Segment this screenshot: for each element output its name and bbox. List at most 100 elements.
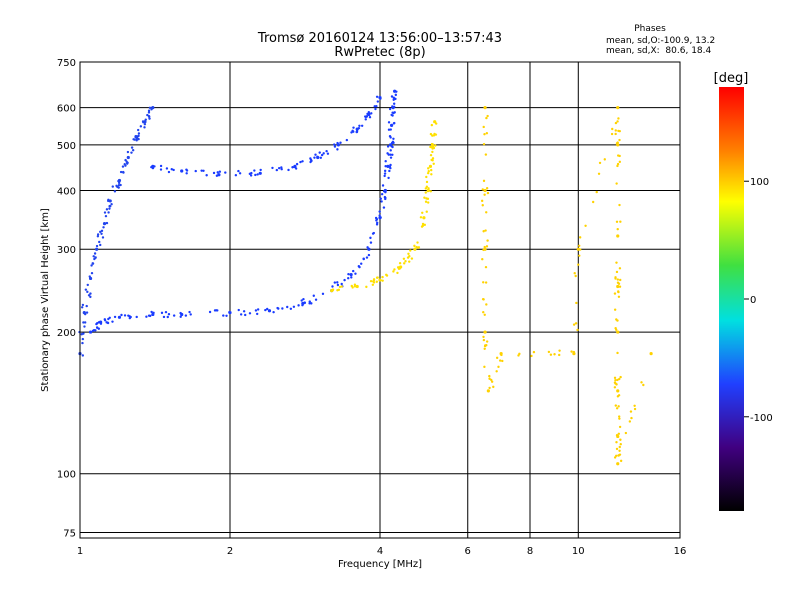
data-point bbox=[392, 102, 396, 105]
data-point bbox=[224, 171, 227, 174]
data-point bbox=[363, 115, 367, 118]
data-point bbox=[433, 120, 437, 124]
data-point bbox=[379, 97, 382, 100]
data-point bbox=[351, 286, 354, 289]
data-point bbox=[618, 267, 622, 270]
data-point bbox=[167, 313, 171, 316]
data-point bbox=[398, 262, 402, 265]
data-point bbox=[294, 167, 298, 170]
data-point bbox=[179, 311, 182, 315]
data-point bbox=[615, 447, 619, 451]
data-point bbox=[428, 164, 433, 168]
data-point bbox=[615, 407, 619, 410]
data-point bbox=[425, 185, 429, 188]
data-point bbox=[120, 313, 123, 317]
data-point bbox=[424, 200, 428, 203]
data-point bbox=[483, 330, 487, 334]
data-point bbox=[139, 125, 143, 128]
data-point bbox=[431, 147, 434, 150]
data-point bbox=[619, 220, 622, 223]
data-point bbox=[150, 108, 153, 111]
data-point bbox=[517, 354, 520, 357]
data-point bbox=[615, 142, 619, 145]
data-point bbox=[347, 272, 350, 276]
data-point bbox=[345, 138, 349, 142]
x-tick-label: 4 bbox=[377, 546, 383, 557]
data-point bbox=[613, 292, 617, 295]
data-point bbox=[94, 329, 97, 332]
data-point bbox=[81, 354, 85, 357]
data-point bbox=[426, 171, 430, 175]
data-point bbox=[360, 124, 364, 128]
data-point bbox=[614, 404, 618, 407]
data-point bbox=[532, 350, 536, 354]
data-point bbox=[416, 241, 419, 244]
data-point bbox=[617, 117, 620, 120]
data-point bbox=[486, 191, 490, 195]
data-point bbox=[117, 315, 122, 319]
data-point bbox=[482, 179, 486, 183]
data-point bbox=[391, 153, 394, 156]
data-point bbox=[301, 160, 304, 163]
data-point bbox=[388, 169, 391, 173]
data-point bbox=[372, 281, 376, 284]
data-point bbox=[350, 276, 353, 279]
colorbar-tick-label: -100 bbox=[750, 413, 773, 424]
data-point bbox=[611, 127, 614, 131]
data-point bbox=[303, 301, 306, 304]
data-point bbox=[617, 394, 621, 397]
data-point bbox=[362, 257, 365, 260]
x-tick-label: 10 bbox=[572, 546, 585, 557]
data-point bbox=[421, 224, 425, 227]
data-point bbox=[82, 321, 85, 324]
data-point bbox=[216, 309, 219, 312]
data-point bbox=[613, 376, 617, 380]
data-point bbox=[272, 310, 275, 314]
data-point bbox=[483, 193, 486, 196]
data-point bbox=[630, 416, 633, 420]
data-points bbox=[78, 89, 653, 466]
data-point bbox=[295, 162, 299, 166]
data-point bbox=[421, 222, 425, 226]
data-point bbox=[429, 190, 433, 193]
data-point bbox=[421, 211, 424, 214]
data-point bbox=[386, 145, 390, 148]
data-point bbox=[369, 279, 373, 283]
data-point bbox=[336, 148, 339, 151]
data-point bbox=[617, 432, 621, 435]
data-point bbox=[336, 283, 340, 287]
data-point bbox=[423, 223, 427, 227]
data-point bbox=[573, 271, 576, 275]
data-point bbox=[300, 299, 303, 302]
data-point bbox=[185, 168, 188, 171]
data-point bbox=[578, 244, 581, 247]
series-f2-x-mode-trace bbox=[330, 120, 438, 293]
data-point bbox=[99, 243, 102, 247]
data-point bbox=[480, 199, 484, 203]
data-point bbox=[615, 270, 619, 274]
data-point bbox=[618, 425, 622, 429]
data-point bbox=[387, 153, 390, 156]
data-point bbox=[618, 203, 621, 207]
data-point bbox=[94, 256, 97, 259]
data-point bbox=[485, 211, 488, 214]
data-point bbox=[430, 142, 434, 146]
data-point bbox=[616, 285, 620, 288]
data-point bbox=[119, 170, 123, 174]
data-point bbox=[142, 121, 145, 124]
data-point bbox=[239, 313, 243, 316]
data-point bbox=[488, 386, 491, 390]
data-point bbox=[616, 164, 619, 168]
data-point bbox=[81, 303, 85, 307]
data-point bbox=[485, 187, 489, 190]
data-point bbox=[617, 415, 621, 418]
data-point bbox=[147, 111, 151, 114]
data-point bbox=[113, 190, 117, 193]
data-point bbox=[483, 347, 486, 350]
data-point bbox=[570, 350, 573, 353]
data-point bbox=[101, 236, 105, 239]
data-point bbox=[619, 459, 623, 463]
data-point bbox=[85, 311, 89, 314]
data-point bbox=[389, 128, 392, 131]
